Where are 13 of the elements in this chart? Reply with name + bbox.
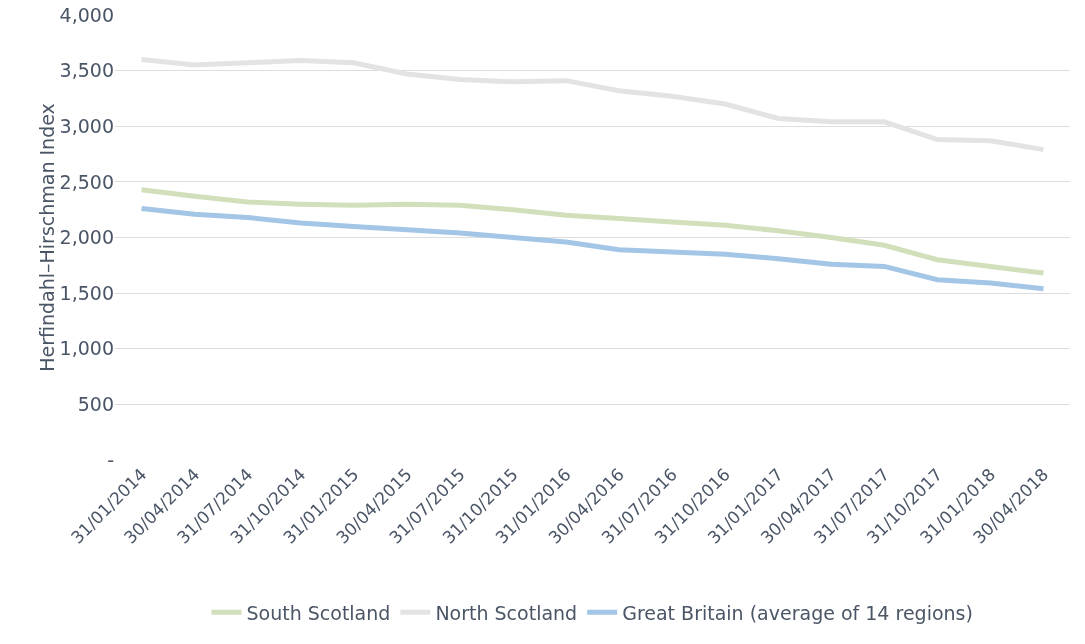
y-tick-label: 3,000 bbox=[59, 114, 114, 137]
legend-label: North Scotland bbox=[435, 601, 578, 624]
legend-label: Great Britain (average of 14 regions) bbox=[622, 601, 973, 624]
y-axis-title: Herfindahl–Hirschman Index bbox=[35, 103, 58, 372]
y-tick-label: 1,500 bbox=[59, 281, 114, 304]
y-tick-label: 2,500 bbox=[59, 170, 114, 193]
y-tick-label: 2,000 bbox=[59, 226, 114, 249]
y-tick-label: 4,000 bbox=[59, 3, 114, 26]
y-tick-label: 500 bbox=[77, 393, 114, 416]
legend-label: South Scotland bbox=[246, 601, 391, 624]
y-tick-label: 3,500 bbox=[59, 59, 114, 82]
y-tick-label: - bbox=[107, 448, 114, 471]
y-tick-label: 1,000 bbox=[59, 337, 114, 360]
